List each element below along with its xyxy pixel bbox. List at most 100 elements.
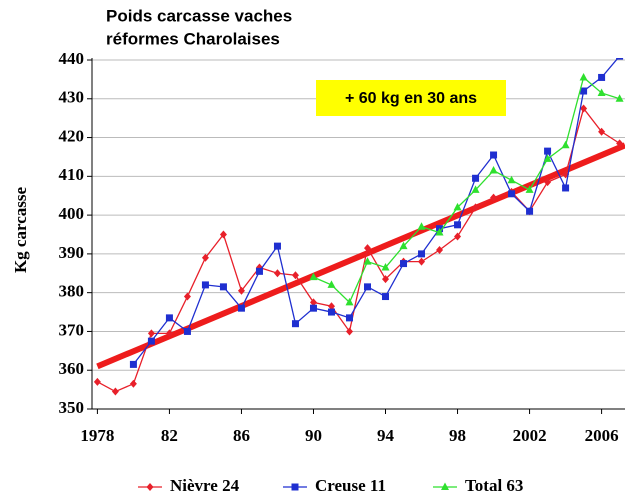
marker: [472, 203, 480, 212]
marker: [309, 272, 318, 281]
marker: [382, 275, 390, 284]
marker: [544, 147, 552, 155]
marker: [616, 139, 624, 148]
marker: [489, 166, 498, 174]
marker: [183, 292, 191, 301]
annotation: + 60 kg en 30 ans: [345, 90, 477, 107]
y-tick-label: 360: [59, 359, 85, 378]
marker: [147, 337, 155, 345]
marker: [201, 281, 209, 289]
marker: [129, 379, 137, 388]
marker: [165, 329, 173, 338]
marker: [165, 314, 173, 322]
marker: [507, 175, 516, 184]
marker: [454, 221, 462, 229]
marker: [441, 482, 449, 490]
y-tick-label: 420: [59, 126, 85, 145]
y-tick-label: 380: [59, 282, 85, 301]
marker: [273, 269, 281, 278]
marker: [399, 241, 408, 250]
marker: [219, 230, 227, 239]
marker: [93, 377, 101, 386]
legend-label: Creuse 11: [315, 476, 386, 495]
x-tick-label: 98: [449, 426, 466, 445]
y-axis-label: Kg carcasse: [11, 187, 30, 274]
x-tick-label: 94: [377, 426, 395, 445]
marker: [435, 228, 444, 236]
marker: [364, 283, 372, 291]
marker: [201, 253, 209, 262]
y-tick-label: 370: [59, 320, 85, 339]
marker: [418, 250, 426, 258]
marker: [615, 94, 624, 102]
marker: [345, 327, 353, 336]
marker: [327, 280, 336, 288]
marker: [381, 262, 390, 271]
marker: [436, 246, 444, 255]
marker: [237, 286, 245, 295]
marker: [562, 184, 570, 192]
trend-line: [96, 142, 625, 370]
marker: [273, 242, 281, 250]
marker: [291, 271, 299, 280]
marker: [219, 283, 227, 291]
marker: [237, 304, 245, 312]
legend-label: Nièvre 24: [170, 476, 240, 495]
y-tick-label: 410: [59, 165, 85, 184]
marker: [525, 185, 534, 193]
marker: [472, 174, 480, 182]
series-line: [313, 76, 620, 304]
marker: [327, 308, 335, 316]
marker: [291, 483, 299, 491]
y-tick-label: 400: [59, 204, 85, 223]
y-tick-label: 390: [59, 243, 85, 262]
marker: [561, 140, 570, 149]
marker: [291, 320, 299, 328]
marker: [111, 387, 119, 396]
marker: [147, 329, 155, 338]
marker: [471, 185, 480, 193]
marker: [364, 244, 372, 253]
y-tick-label: 430: [59, 88, 85, 107]
chart-title: réformes Charolaises: [106, 29, 280, 48]
marker: [580, 87, 588, 95]
marker: [526, 207, 534, 215]
marker: [417, 222, 426, 230]
marker: [255, 267, 263, 275]
marker: [543, 154, 552, 162]
marker: [454, 232, 462, 241]
marker: [490, 151, 498, 159]
y-tick-label: 350: [59, 398, 85, 417]
x-tick-label: 86: [233, 426, 250, 445]
x-tick-label: 2006: [585, 426, 619, 445]
x-tick-label: 2002: [513, 426, 547, 445]
marker: [579, 72, 588, 81]
marker: [345, 297, 354, 306]
marker: [597, 88, 606, 96]
series-line: [97, 107, 620, 393]
x-tick-label: 90: [305, 426, 322, 445]
series-line: [132, 58, 619, 365]
marker: [418, 257, 426, 266]
marker: [183, 327, 191, 335]
marker: [580, 104, 588, 113]
chart-title: Poids carcasse vaches: [106, 6, 292, 25]
marker: [382, 293, 390, 301]
marker: [309, 298, 317, 307]
marker: [616, 58, 624, 60]
x-tick-label: 82: [161, 426, 178, 445]
marker: [129, 360, 137, 368]
x-tick-label: 1978: [80, 426, 114, 445]
marker: [327, 302, 335, 311]
marker: [345, 314, 353, 322]
marker: [146, 483, 154, 491]
marker: [598, 127, 606, 136]
marker: [508, 190, 516, 198]
annotation-box: [316, 80, 506, 116]
marker: [309, 304, 317, 312]
marker: [363, 257, 372, 265]
marker: [598, 73, 606, 81]
marker: [453, 202, 462, 211]
y-tick-label: 440: [59, 49, 85, 68]
